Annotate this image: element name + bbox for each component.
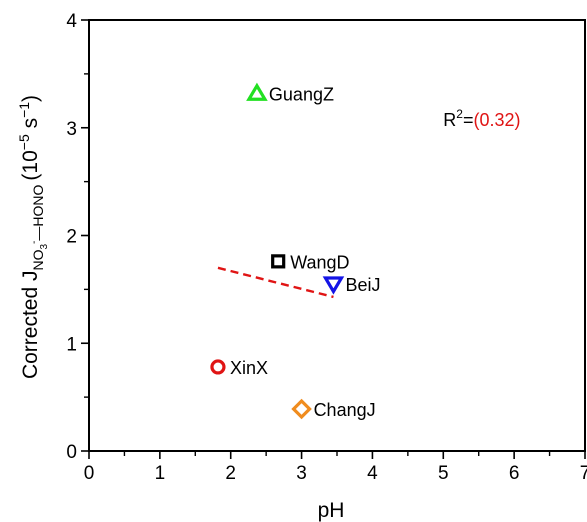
x-tick-label-4: 4 xyxy=(367,463,378,484)
point-label-beij: BeiJ xyxy=(345,275,380,295)
r-squared-eq: = xyxy=(463,110,474,130)
point-label-wangd: WangD xyxy=(290,252,349,272)
y-axis-title-sub-a-sup: - xyxy=(29,241,40,244)
r-squared-sup: 2 xyxy=(456,107,463,121)
y-tick-label-2: 2 xyxy=(66,227,77,248)
y-tick-label-3: 3 xyxy=(66,119,77,140)
axes: 0 1 2 3 4 5 6 7 0 1 2 3 4 xyxy=(66,11,587,484)
plot-frame xyxy=(88,19,586,452)
x-axis-title: pH xyxy=(318,499,345,522)
x-tick-label-7: 7 xyxy=(580,463,587,484)
x-tick-label-6: 6 xyxy=(509,463,520,484)
y-axis-title-sub-b: —HONO xyxy=(30,184,46,240)
y-axis-title-units-exp: −5 xyxy=(16,134,32,150)
y-axis-title-units-open: (10 xyxy=(19,150,42,180)
point-guangz xyxy=(246,82,268,101)
point-xinx xyxy=(210,359,226,375)
x-tick-label-3: 3 xyxy=(296,463,307,484)
y-axis-title-units-close: ) xyxy=(19,95,42,102)
y-tick-label-1: 1 xyxy=(66,334,77,355)
fit-line-group xyxy=(217,266,334,299)
y-axis-title-prefix: Corrected J xyxy=(19,271,42,380)
x-tick-label-1: 1 xyxy=(155,463,166,484)
point-label-guangz: GuangZ xyxy=(269,84,334,104)
point-changj xyxy=(291,398,312,420)
data-points: GuangZ WangD BeiJ XinX ChangJ xyxy=(210,82,380,420)
fit-line xyxy=(217,266,334,299)
y-axis-title-sub-a: NO xyxy=(30,249,46,270)
x-tick-label-2: 2 xyxy=(225,463,236,484)
r-squared-annotation: R2=(0.32) xyxy=(443,107,520,130)
point-label-changj: ChangJ xyxy=(314,400,376,420)
y-tick-label-4: 4 xyxy=(66,11,77,32)
point-beij xyxy=(322,276,345,295)
x-tick-label-0: 0 xyxy=(84,463,95,484)
x-tick-label-5: 5 xyxy=(438,463,449,484)
y-axis-title-units-mid: s xyxy=(19,118,42,134)
y-tick-label-0: 0 xyxy=(66,442,77,463)
y-axis-title: Corrected JNO3-—HONO (10−5 s−1) xyxy=(16,95,50,379)
y-axis-title-units-exp2: −1 xyxy=(16,102,32,118)
point-wangd xyxy=(271,254,286,269)
r-squared-prefix: R xyxy=(443,110,456,130)
point-label-xinx: XinX xyxy=(230,358,268,378)
y-axis-title-sub-a-sub: 3 xyxy=(39,244,50,250)
annotation-group: R2=(0.32) xyxy=(443,107,520,130)
r-squared-value: (0.32) xyxy=(473,110,520,130)
